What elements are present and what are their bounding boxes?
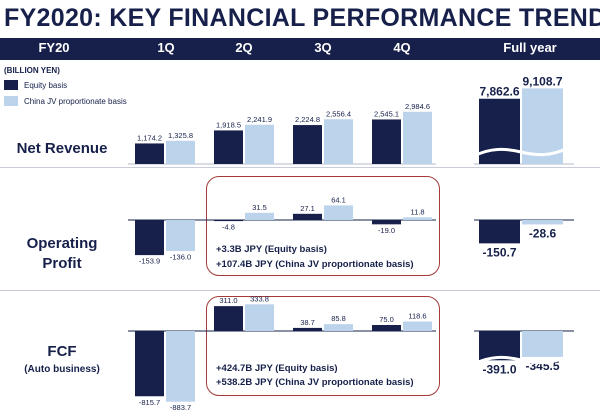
bar-operating-profit-china-jv [324,205,353,220]
data-label-net-revenue: 2,545.1 [374,109,399,118]
column-header-fy20: FY20 [38,40,70,55]
data-label-net-revenue-full-year: 9,108.7 [522,74,562,88]
bar-net-revenue-full-year-equity [479,98,520,164]
data-label-fcf: -883.7 [170,403,191,412]
data-label-operating-profit: -19.0 [378,226,395,235]
data-label-operating-profit: 31.5 [252,203,267,212]
data-label-net-revenue: 1,918.5 [216,120,241,129]
bar-fcf-china-jv [245,304,274,331]
bar-net-revenue-china-jv [245,124,274,164]
bar-net-revenue-china-jv [166,140,195,164]
bar-net-revenue-equity [372,119,401,164]
data-label-fcf: -815.7 [139,398,160,407]
legend-label-china-jv: China JV proportionate basis [24,97,127,106]
bar-net-revenue-equity [135,143,164,164]
bar-net-revenue-china-jv [324,119,353,164]
data-label-net-revenue-full-year: 7,862.6 [479,85,519,99]
bar-operating-profit-china-jv [245,212,274,220]
data-label-operating-profit: -153.9 [139,257,160,266]
bar-net-revenue-china-jv [403,111,432,164]
data-label-operating-profit-full-year: -150.7 [482,245,516,259]
data-label-net-revenue: 2,241.9 [247,115,272,124]
row-label-operating-profit: Operating Profit [26,235,98,272]
column-header-2q: 2Q [235,40,253,55]
bar-net-revenue-equity [293,125,322,164]
bar-operating-profit-equity [372,220,401,225]
column-header-bar [0,38,600,60]
bar-fcf-equity [135,331,164,397]
bar-fcf-equity [372,325,401,331]
data-label-operating-profit: -4.8 [222,223,235,232]
axis-break-mark-fcf [473,354,569,366]
column-header-full-year: Full year [503,40,557,55]
bar-operating-profit-china-jv [403,217,432,220]
data-label-net-revenue: 2,224.8 [295,115,320,124]
data-label-fcf: 75.0 [379,315,394,324]
bar-operating-profit-full-year-china-jv [522,220,563,225]
data-label-operating-profit: 11.8 [410,207,424,216]
bar-fcf-equity [214,306,243,331]
page-title: FY2020: KEY FINANCIAL PERFORMANCE TREND [4,4,600,32]
column-header-4q: 4Q [393,40,411,55]
note-fcf-equity: +424.7B JPY (Equity basis) [216,363,338,374]
bar-fcf-china-jv [403,321,432,331]
data-label-fcf: 118.6 [408,312,426,321]
highlight-box-fcf [206,296,440,396]
data-label-net-revenue: 2,556.4 [326,109,351,118]
bar-operating-profit-equity [214,220,243,222]
highlight-box-operating-profit [206,176,440,276]
column-header-1q: 1Q [157,40,175,55]
row-label-net-revenue: Net Revenue [16,140,108,157]
bar-fcf-full-year-china-jv [522,331,563,357]
bar-fcf-china-jv [166,331,195,402]
data-label-net-revenue: 1,325.8 [168,131,193,140]
data-label-fcf: 333.8 [250,294,269,303]
row-label-fcf-sub: (Auto business) [24,364,100,375]
data-label-net-revenue: 1,174.2 [137,133,162,142]
bar-operating-profit-equity [293,213,322,220]
row-divider [0,290,600,291]
note-op-china-jv: +107.4B JPY (China JV proportionate basi… [216,259,414,270]
bar-fcf-china-jv [324,324,353,331]
bar-operating-profit-china-jv [166,220,195,252]
data-label-operating-profit: 27.1 [300,204,315,213]
note-fcf-china-jv: +538.2B JPY (China JV proportionate basi… [216,377,414,388]
data-label-fcf: 38.7 [300,318,315,327]
data-label-operating-profit: 64.1 [331,195,346,204]
data-label-fcf: 85.8 [331,314,346,323]
row-divider [0,167,600,168]
legend-label-equity: Equity basis [24,81,68,90]
data-label-net-revenue: 2,984.6 [405,102,430,111]
data-label-operating-profit-full-year: -28.6 [529,226,557,240]
row-label-fcf: FCF [47,343,77,360]
data-label-operating-profit: -136.0 [170,253,191,262]
bar-operating-profit-full-year-equity [479,220,520,244]
column-header-3q: 3Q [314,40,332,55]
bar-operating-profit-equity [135,220,164,256]
legend-swatch-china-jv [4,96,18,106]
note-op-equity: +3.3B JPY (Equity basis) [216,244,327,255]
bar-fcf-full-year-equity [479,331,520,361]
legend-swatch-equity [4,80,18,90]
units-label: (BILLION YEN) [4,66,60,75]
axis-break-mark-net-revenue [473,146,569,158]
data-label-fcf-full-year: -391.0 [482,362,516,376]
data-label-fcf: 311.0 [219,296,237,305]
bar-net-revenue-equity [214,130,243,164]
bar-fcf-equity [293,327,322,331]
